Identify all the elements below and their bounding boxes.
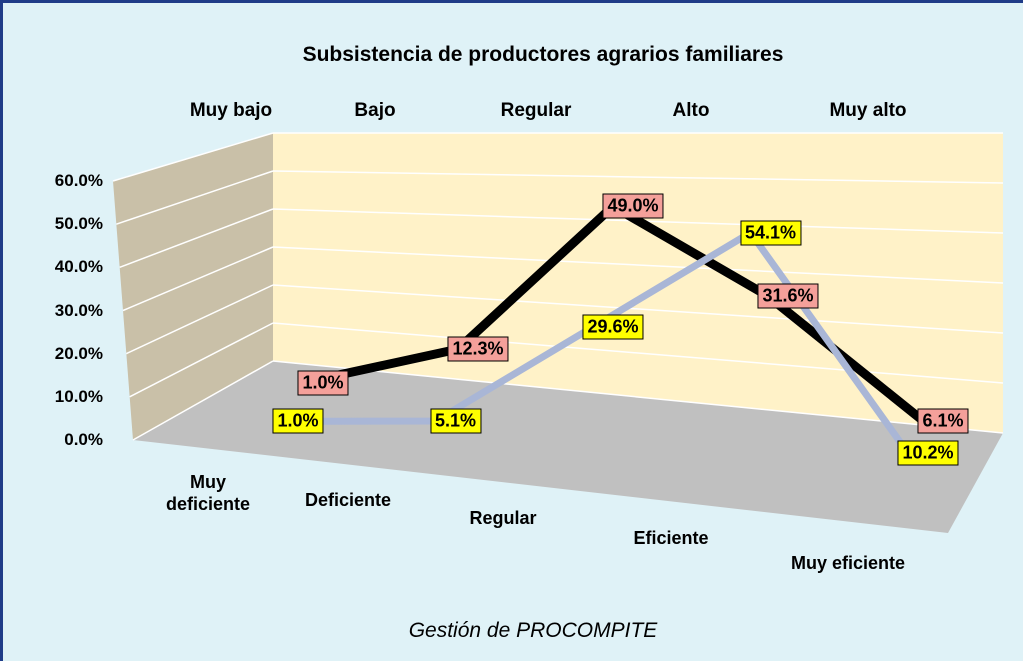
x-tick-label: Muy deficiente	[165, 472, 251, 514]
data-label: 31.6%	[757, 283, 819, 309]
grid-line	[272, 322, 1004, 384]
x-tick-label: Deficiente	[304, 490, 392, 510]
y-tick-label: 10.0%	[54, 386, 103, 406]
grid-line	[129, 322, 274, 398]
y-tick-label: 40.0%	[54, 257, 103, 277]
y-tick-label: 50.0%	[54, 214, 103, 234]
y-tick-label: 30.0%	[54, 300, 103, 320]
grid-line	[122, 246, 274, 312]
grid-line	[272, 246, 1004, 284]
x-tick-label: Regular	[469, 508, 537, 528]
x-axis-title: Gestión de PROCOMPITE	[408, 619, 658, 642]
plot	[112, 132, 1004, 533]
data-label: 1.0%	[297, 370, 349, 396]
data-label: 6.1%	[917, 408, 969, 434]
x-tick-label: Eficiente	[633, 528, 709, 548]
data-label: 29.6%	[582, 314, 644, 340]
data-label: 5.1%	[429, 408, 482, 434]
y-tick-label: 20.0%	[54, 343, 103, 363]
depth-label: Alto	[672, 100, 710, 121]
depth-label: Bajo	[354, 100, 396, 121]
chart-title: Subsistencia de productores agrarios fam…	[302, 43, 784, 66]
depth-label: Muy alto	[829, 100, 907, 121]
grid-line	[112, 132, 274, 182]
grid-line	[119, 208, 274, 269]
data-label: 54.1%	[739, 220, 802, 246]
data-label: 12.3%	[447, 336, 509, 362]
depth-label: Regular	[500, 100, 572, 121]
y-tick-label: 0.0%	[64, 430, 103, 449]
data-label: 10.2%	[897, 440, 959, 466]
depth-label: Muy bajo	[189, 100, 273, 121]
data-label: 49.0%	[602, 193, 664, 219]
data-label: 1.0%	[272, 408, 324, 434]
grid-line	[132, 360, 274, 441]
side-wall	[113, 133, 273, 440]
grid-line	[272, 170, 1004, 184]
grid-line	[272, 284, 1004, 334]
grid-line	[126, 284, 274, 355]
y-tick-label: 60.0%	[54, 171, 103, 190]
floor	[133, 361, 1003, 533]
x-tick-label: Muy eficiente	[790, 553, 906, 573]
grid-line	[116, 170, 274, 225]
